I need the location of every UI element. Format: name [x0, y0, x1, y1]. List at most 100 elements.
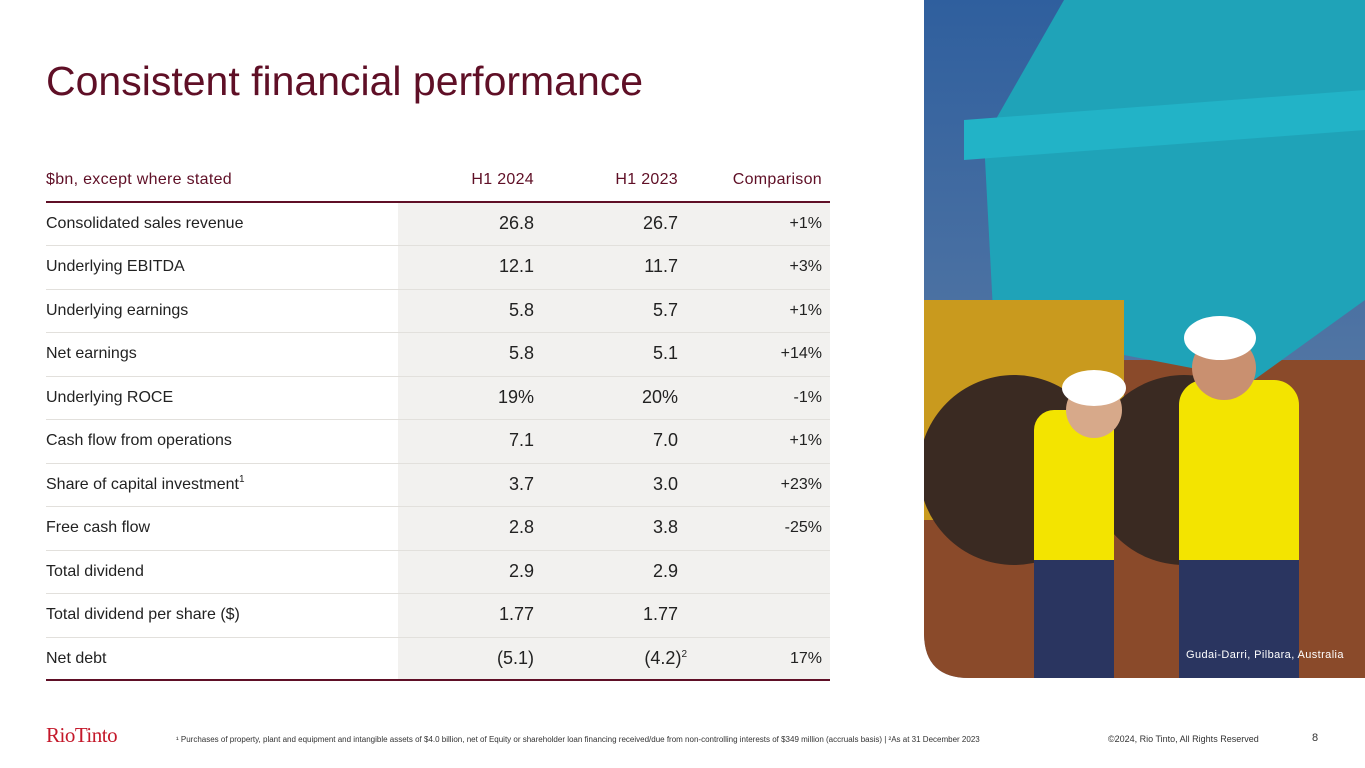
photo: [924, 0, 1365, 678]
row-separator: [46, 506, 830, 508]
cell-comparison: +1%: [702, 202, 822, 245]
cell-text: Free cash flow: [46, 519, 151, 537]
cell-comparison: +3%: [702, 245, 822, 288]
cell-text: -1%: [793, 388, 822, 406]
cell-text: +1%: [789, 215, 822, 232]
cell-h1-2024: 5.8: [414, 332, 534, 375]
cell-comparison: +1%: [702, 289, 822, 332]
row-separator: [46, 375, 830, 377]
cell-text: Underlying EBITDA: [46, 258, 185, 276]
cell-h1-2023: 11.7: [558, 245, 678, 288]
row-label: Underlying earnings: [46, 289, 188, 332]
row-separator: [46, 332, 830, 334]
cell-comparison: +23%: [702, 463, 822, 506]
footnote: ¹ Purchases of property, plant and equip…: [176, 735, 980, 744]
table-header: $bn, except where stated: [46, 171, 232, 188]
cell-h1-2024: 19%: [414, 376, 534, 419]
row-label: Cash flow from operations: [46, 419, 232, 462]
row-separator: [46, 245, 830, 247]
cell-text: 7.0: [652, 430, 678, 451]
cell-text: 2.8: [508, 517, 534, 538]
copyright: ©2024, Rio Tinto, All Rights Reserved: [1108, 734, 1259, 744]
row-separator: [46, 462, 830, 464]
cell-text: -25%: [784, 519, 822, 537]
row-separator: [46, 636, 830, 638]
cell-text: Cash flow from operations: [46, 432, 232, 450]
cell-comparison: -25%: [702, 506, 822, 549]
cell-text: (5.1): [496, 647, 534, 668]
cell-text: 17%: [789, 649, 822, 667]
cell-h1-2023: 2.9: [558, 550, 678, 593]
cell-text: Total dividend per share ($): [46, 606, 240, 624]
title: Consistent financial performance: [46, 58, 644, 104]
cell-text: 5.8: [508, 299, 534, 320]
logo: RioTinto: [46, 723, 118, 747]
row-label: Consolidated sales revenue: [46, 202, 243, 245]
cell-text: +1%: [789, 432, 822, 450]
cell-h1-2023: 1.77: [558, 593, 678, 636]
row-separator: [46, 288, 830, 290]
photo-caption: Gudai-Darri, Pilbara, Australia: [1186, 649, 1344, 661]
row-label: Total dividend: [46, 550, 144, 593]
row-label: Underlying EBITDA: [46, 245, 185, 288]
cell-text: 1.77: [642, 604, 678, 625]
cell-text: Consolidated sales revenue: [46, 215, 244, 232]
cell-h1-2023: 26.7: [558, 202, 678, 245]
cell-text: Net debt: [46, 649, 107, 667]
row-label: Share of capital investment1: [46, 463, 245, 506]
cell-text: 26.8: [498, 213, 534, 233]
cell-text: Net earnings: [46, 345, 137, 363]
cell-text: Underlying ROCE: [46, 388, 174, 406]
cell-text: 2.9: [508, 560, 534, 581]
cell-h1-2023: 7.0: [558, 419, 678, 462]
cell-text: 3.8: [652, 517, 678, 538]
cell-text: 5.1: [652, 343, 678, 364]
cell-text: 7.1: [508, 430, 534, 451]
row-label: Total dividend per share ($): [46, 593, 240, 636]
cell-h1-2024: 5.8: [414, 289, 534, 332]
cell-h1-2023: 3.0: [558, 463, 678, 506]
header-rule: [46, 201, 830, 203]
cell-text: +23%: [780, 475, 822, 493]
cell-h1-2023: 3.8: [558, 506, 678, 549]
cell-text: 5.8: [508, 343, 534, 364]
cell-h1-2024: 7.1: [414, 419, 534, 462]
cell-text: (4.2): [644, 647, 682, 668]
row-separator: [46, 593, 830, 595]
cell-text: 20%: [641, 386, 678, 407]
cell-text: Total dividend: [46, 562, 144, 580]
cell-h1-2023: 20%: [558, 376, 678, 419]
cell-h1-2024: 1.77: [414, 593, 534, 636]
cell-text: 3.7: [508, 473, 534, 494]
row-separator: [46, 549, 830, 551]
row-label: Free cash flow: [46, 506, 150, 549]
table-header: H1 2023: [615, 171, 678, 188]
footnote-marker: 1: [239, 473, 245, 485]
cell-h1-2024: (5.1): [414, 637, 534, 680]
page-number: 8: [1312, 732, 1319, 744]
cell-text: 12.1: [498, 256, 534, 277]
cell-text: Underlying earnings: [46, 301, 189, 319]
cell-text: 19%: [497, 386, 534, 407]
row-separator: [46, 419, 830, 421]
cell-text: 3.0: [652, 473, 678, 494]
cell-comparison: -1%: [702, 376, 822, 419]
row-label: Net debt: [46, 637, 106, 680]
cell-text: 11.7: [644, 256, 678, 277]
cell-h1-2024: 2.8: [414, 506, 534, 549]
cell-text: +14%: [780, 345, 822, 363]
cell-h1-2024: 2.9: [414, 550, 534, 593]
cell-comparison: +1%: [702, 419, 822, 462]
table-header: H1 2024: [471, 171, 534, 188]
footnote-marker: 2: [681, 648, 687, 660]
cell-text: 26.7: [642, 213, 678, 233]
cell-h1-2023: 5.7: [558, 289, 678, 332]
cell-text: +1%: [789, 301, 822, 319]
table-bottom-rule: [46, 679, 830, 681]
cell-h1-2024: 12.1: [414, 245, 534, 288]
column-shade: [398, 202, 830, 680]
table-header: Comparison: [732, 171, 822, 188]
cell-text: +3%: [789, 258, 822, 276]
cell-text: 1.77: [498, 604, 534, 625]
